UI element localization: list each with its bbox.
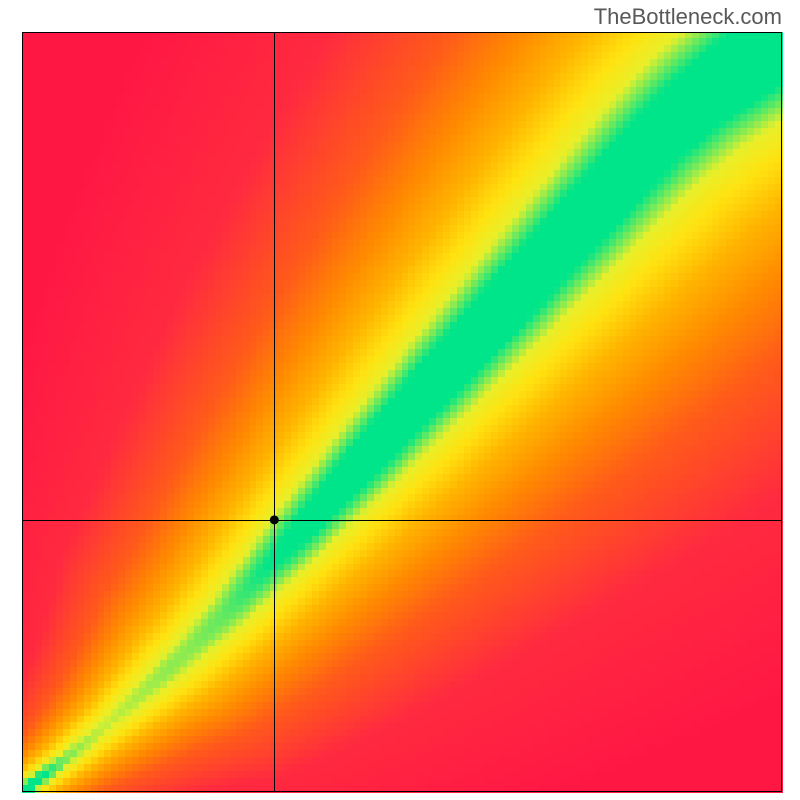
- bottleneck-heatmap: [0, 0, 800, 800]
- watermark-text: TheBottleneck.com: [594, 4, 782, 30]
- chart-container: { "canvas": { "width": 800, "height": 80…: [0, 0, 800, 800]
